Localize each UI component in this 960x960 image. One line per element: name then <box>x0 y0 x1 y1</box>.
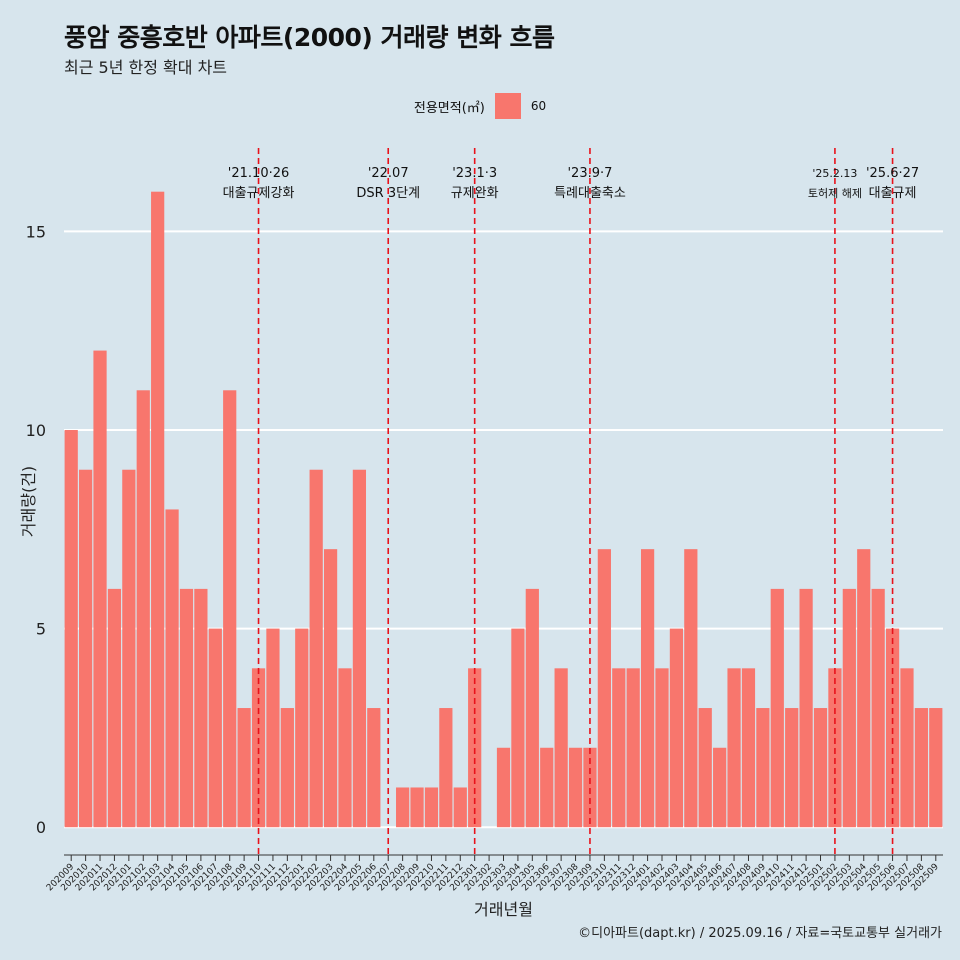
annotation-label: 토허제 해제 <box>808 186 862 200</box>
bar <box>669 628 684 828</box>
annotation-label: 대출규제강화 <box>223 186 295 201</box>
bar <box>554 668 568 828</box>
bar <box>568 747 583 828</box>
bar <box>511 628 525 828</box>
legend: 전용면적(㎡) 60 <box>0 93 960 119</box>
bar <box>453 787 467 828</box>
annotation-date: '22.07 <box>368 166 409 181</box>
bar <box>367 708 381 828</box>
bar <box>122 469 136 828</box>
annotation-label: 대출규제 <box>869 186 917 201</box>
bar <box>107 588 122 828</box>
bar <box>309 469 323 828</box>
bar <box>756 708 770 828</box>
bar <box>525 588 539 828</box>
bar <box>871 588 885 828</box>
bar <box>799 588 813 828</box>
bar <box>352 469 367 828</box>
y-tick-label: 5 <box>36 620 46 639</box>
bar <box>770 588 784 828</box>
bar <box>93 350 107 828</box>
bar <box>410 787 424 828</box>
bar <box>165 509 179 828</box>
bar <box>785 708 799 828</box>
annotation-label: DSR 3단계 <box>356 186 420 201</box>
bar <box>813 708 828 828</box>
legend-swatch <box>494 93 521 119</box>
legend-label: 60 <box>530 99 547 113</box>
bar <box>597 549 611 828</box>
bar <box>828 668 842 828</box>
bar <box>251 668 266 828</box>
bar <box>698 708 712 828</box>
bar <box>208 628 222 828</box>
bar <box>266 628 280 828</box>
bar <box>741 668 756 828</box>
bar <box>540 747 554 828</box>
bar <box>885 628 900 828</box>
bar <box>136 390 150 828</box>
bar <box>496 747 511 828</box>
bar <box>338 668 352 828</box>
legend-title: 전용면적(㎡) <box>413 100 485 116</box>
bar <box>684 549 698 828</box>
bar <box>929 708 943 828</box>
bar <box>612 668 626 828</box>
bar <box>64 430 78 828</box>
bar <box>842 588 856 828</box>
bar <box>857 549 871 828</box>
bar <box>900 668 914 828</box>
y-tick-label: 15 <box>26 222 46 241</box>
bar <box>151 191 165 828</box>
y-tick-label: 10 <box>26 421 46 440</box>
bar <box>640 549 655 828</box>
y-tick-label: 0 <box>36 818 46 837</box>
y-axis-title: 거래량(건) <box>19 466 38 537</box>
bar <box>323 549 338 828</box>
bar <box>583 747 597 828</box>
chart-subtitle: 최근 5년 한정 확대 차트 <box>64 58 228 77</box>
bar <box>424 787 439 828</box>
bar <box>713 747 727 828</box>
annotation-date: '25.6·27 <box>866 166 919 181</box>
bar <box>914 708 928 828</box>
bar <box>655 668 669 828</box>
bar <box>727 668 741 828</box>
annotation-date: '23.1·3 <box>452 166 497 181</box>
bar <box>194 588 208 828</box>
bar <box>179 588 194 828</box>
chart-title: 풍암 중흥호반 아파트(2000) 거래량 변화 흐름 <box>64 23 555 52</box>
bar <box>79 469 93 828</box>
bar <box>295 628 309 828</box>
bar <box>468 668 482 828</box>
annotation-label: 특례대출축소 <box>554 186 626 201</box>
source-caption: ©디아파트(dapt.kr) / 2025.09.16 / 자료=국토교통부 실… <box>578 926 942 941</box>
bar <box>626 668 640 828</box>
bar <box>396 787 410 828</box>
bar <box>223 390 237 828</box>
annotation-date: '23.9·7 <box>567 166 612 181</box>
bar <box>237 708 251 828</box>
annotation-label: 규제완화 <box>451 186 499 201</box>
x-axis-title: 거래년월 <box>474 900 533 919</box>
bar <box>280 708 294 828</box>
bar <box>439 708 453 828</box>
annotation-date: '25.2.13 <box>812 167 857 180</box>
annotation-date: '21.10·26 <box>228 166 289 181</box>
